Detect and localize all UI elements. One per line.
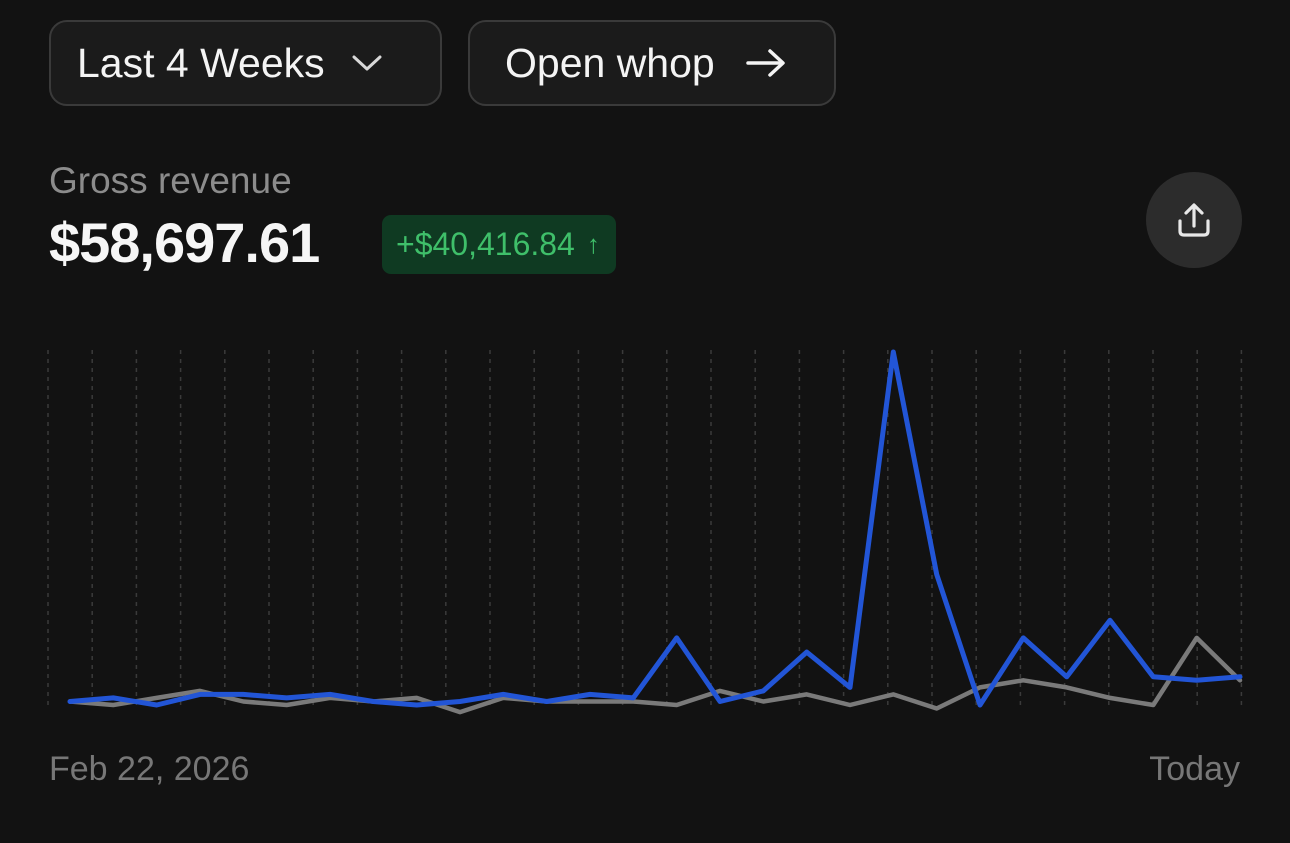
x-axis-start-label: Feb 22, 2026 — [49, 750, 250, 788]
revenue-chart — [47, 349, 1243, 715]
open-whop-label: Open whop — [505, 39, 715, 86]
share-icon — [1178, 203, 1210, 237]
series-line-current — [67, 349, 1243, 708]
metric-label: Gross revenue — [49, 160, 292, 201]
up-arrow-icon: ↑ — [586, 229, 600, 259]
x-axis-end-label: Today — [1149, 750, 1240, 788]
chevron-down-icon — [352, 55, 382, 71]
delta-value: +$40,416.84 — [396, 226, 575, 262]
series-line-previous — [67, 635, 1243, 715]
share-button[interactable] — [1146, 172, 1242, 268]
open-whop-button[interactable]: Open whop — [468, 20, 836, 106]
date-range-dropdown[interactable]: Last 4 Weeks — [49, 20, 442, 106]
delta-badge: +$40,416.84 ↑ — [382, 215, 616, 274]
date-range-label: Last 4 Weeks — [77, 39, 325, 86]
arrow-right-icon — [745, 49, 785, 77]
metric-value: $58,697.61 — [49, 211, 320, 274]
